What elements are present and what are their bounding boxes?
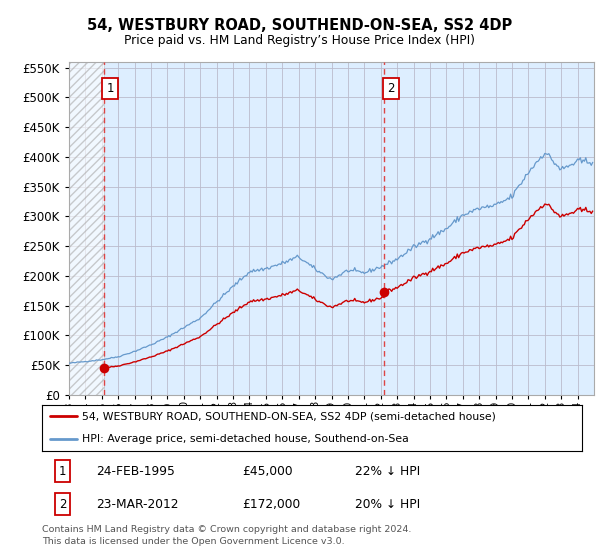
Text: 2: 2 (387, 82, 395, 95)
Text: Contains HM Land Registry data © Crown copyright and database right 2024.
This d: Contains HM Land Registry data © Crown c… (42, 525, 412, 545)
Text: Price paid vs. HM Land Registry’s House Price Index (HPI): Price paid vs. HM Land Registry’s House … (125, 34, 476, 46)
Text: HPI: Average price, semi-detached house, Southend-on-Sea: HPI: Average price, semi-detached house,… (83, 435, 409, 444)
Bar (69, 62, 104, 395)
Text: 20% ↓ HPI: 20% ↓ HPI (355, 498, 421, 511)
Text: 1: 1 (107, 82, 114, 95)
Text: £45,000: £45,000 (242, 465, 292, 478)
Text: 54, WESTBURY ROAD, SOUTHEND-ON-SEA, SS2 4DP (semi-detached house): 54, WESTBURY ROAD, SOUTHEND-ON-SEA, SS2 … (83, 412, 496, 421)
Text: 2: 2 (59, 498, 66, 511)
Text: £172,000: £172,000 (242, 498, 300, 511)
Text: 22% ↓ HPI: 22% ↓ HPI (355, 465, 421, 478)
Text: 54, WESTBURY ROAD, SOUTHEND-ON-SEA, SS2 4DP: 54, WESTBURY ROAD, SOUTHEND-ON-SEA, SS2 … (88, 18, 512, 33)
Text: 24-FEB-1995: 24-FEB-1995 (96, 465, 175, 478)
Text: 1: 1 (59, 465, 66, 478)
Text: 23-MAR-2012: 23-MAR-2012 (96, 498, 179, 511)
